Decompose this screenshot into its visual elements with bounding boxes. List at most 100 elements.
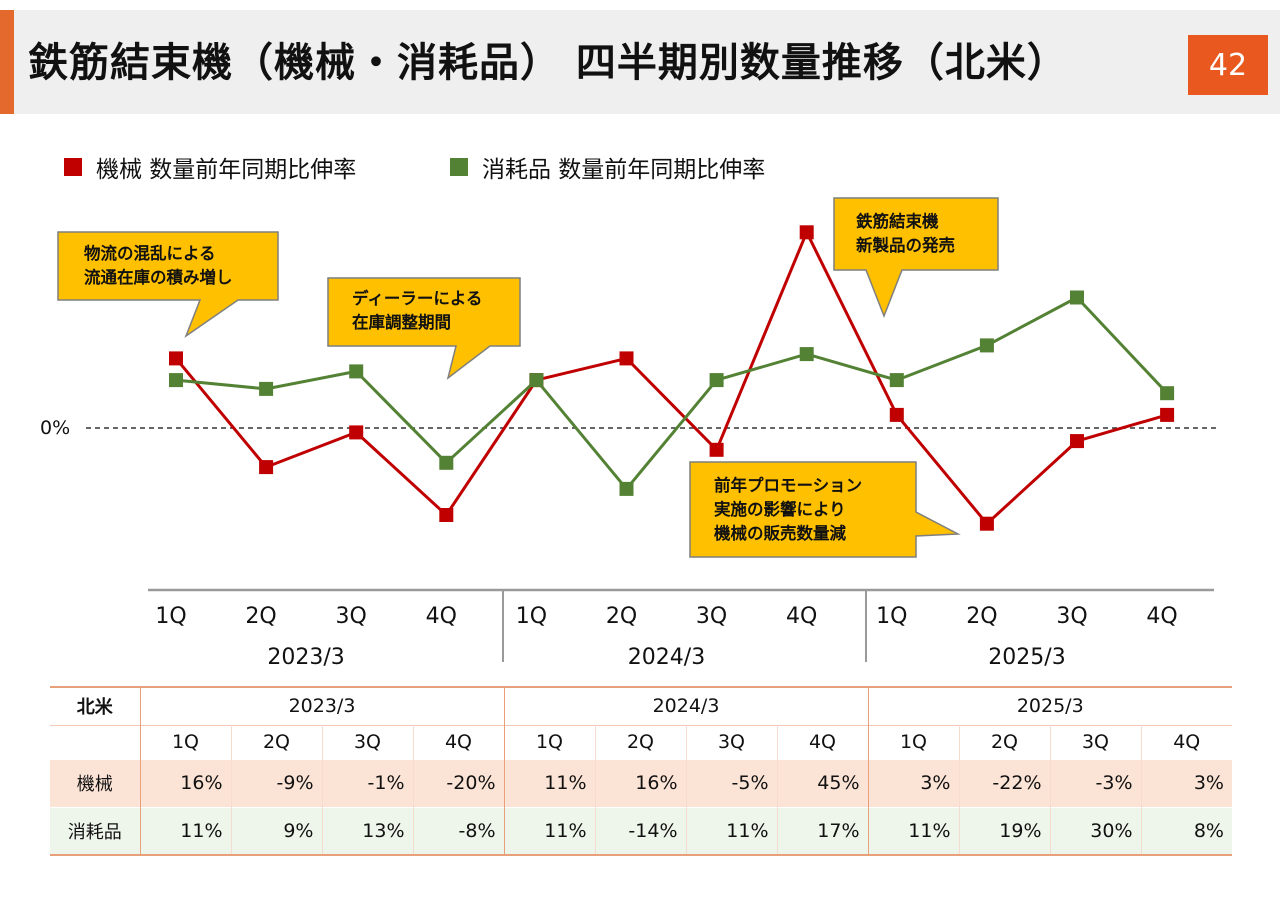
table-cell: 11% bbox=[504, 758, 596, 807]
data-point-consumable bbox=[1160, 386, 1175, 401]
data-point-machine bbox=[709, 442, 724, 457]
data-point-machine bbox=[1160, 407, 1175, 422]
year-group-label: 2023/3 bbox=[267, 645, 344, 670]
quarter-tick-label: 3Q bbox=[336, 604, 367, 629]
quarter-tick-label: 2Q bbox=[966, 604, 997, 629]
quarter-tick-label: 3Q bbox=[1056, 604, 1087, 629]
callout-line: 実施の影響により bbox=[714, 500, 846, 519]
table-cell: 11% bbox=[504, 806, 596, 856]
table-cell bbox=[50, 724, 141, 759]
callout-line: 鉄筋結束機 bbox=[856, 212, 939, 231]
data-point-consumable bbox=[1070, 290, 1084, 305]
table-cell: 11% bbox=[140, 806, 232, 856]
table-cell: 17% bbox=[777, 806, 869, 856]
quarter-tick-label: 4Q bbox=[1146, 604, 1177, 629]
data-point-machine bbox=[619, 351, 634, 366]
table-region-label: 北米 bbox=[50, 686, 141, 725]
series-layer bbox=[169, 225, 1175, 531]
year-group-label: 2025/3 bbox=[988, 645, 1065, 670]
table-cell: -5% bbox=[686, 758, 778, 807]
series-line-machine bbox=[174, 230, 1168, 526]
legend-swatch-consumable bbox=[450, 158, 468, 176]
table-quarter-header: 4Q bbox=[1141, 724, 1232, 759]
data-point-consumable bbox=[709, 373, 724, 388]
table-cell: 11% bbox=[686, 806, 778, 856]
callout-logistics-text: 物流の混乱による 流通在庫の積み増し bbox=[84, 242, 233, 290]
table-quarter-header: 4Q bbox=[413, 724, 505, 759]
table-year-header: 2025/3 bbox=[868, 686, 1232, 725]
callout-line: 在庫調整期間 bbox=[352, 313, 451, 332]
quarter-tick-label: 2Q bbox=[245, 604, 276, 629]
table-cell: 30% bbox=[1050, 806, 1142, 856]
data-point-consumable bbox=[439, 455, 454, 470]
data-point-consumable bbox=[619, 481, 634, 496]
line-chart: 0% 1Q 2Q 3Q 4Q 1Q 2Q 3Q 4Q 1Q 2Q 3Q 4Q 2023/3 2024/3 2… bbox=[40, 197, 1218, 670]
table-year-header: 2024/3 bbox=[504, 686, 869, 725]
data-point-machine bbox=[169, 351, 183, 366]
data-point-machine bbox=[1070, 434, 1084, 449]
table-quarter-header: 4Q bbox=[777, 724, 869, 759]
legend-label-machine: 機械 数量前年同期比伸率 bbox=[96, 157, 357, 183]
table-row-label: 機械 bbox=[50, 758, 141, 807]
data-point-consumable bbox=[529, 373, 544, 388]
data-point-machine bbox=[979, 516, 994, 531]
table-quarter-header: 2Q bbox=[231, 724, 323, 759]
legend-swatch-machine bbox=[64, 158, 82, 176]
table-cell: 16% bbox=[140, 758, 232, 807]
quarter-tick-label: 3Q bbox=[696, 604, 727, 629]
table-cell: 3% bbox=[1141, 758, 1232, 807]
callout-line: 新製品の発売 bbox=[856, 236, 955, 255]
table-cell: -8% bbox=[413, 806, 505, 856]
table-cell: -20% bbox=[413, 758, 505, 807]
table-row-label: 消耗品 bbox=[50, 806, 141, 856]
page-number: 42 bbox=[1188, 35, 1268, 95]
table-cell: 13% bbox=[322, 806, 414, 856]
quarter-tick-label: 1Q bbox=[155, 604, 186, 629]
table-quarter-header: 3Q bbox=[686, 724, 778, 759]
table-cell: 45% bbox=[777, 758, 869, 807]
callout-line: 前年プロモーション bbox=[714, 476, 863, 495]
data-point-machine bbox=[349, 425, 364, 440]
legend-item-machine: 機械 数量前年同期比伸率 bbox=[64, 152, 357, 183]
table-cell: -3% bbox=[1050, 758, 1142, 807]
table-row-machine: 機械 16% -9% -1% -20% 11% 16% -5% 45% 3% -… bbox=[50, 758, 1232, 807]
table-cell: -22% bbox=[959, 758, 1051, 807]
table-cell: -14% bbox=[595, 806, 687, 856]
callout-line: 機械の販売数量減 bbox=[714, 524, 846, 543]
quarter-tick-label: 4Q bbox=[426, 604, 457, 629]
data-point-machine bbox=[799, 225, 814, 240]
callout-dealer bbox=[327, 277, 521, 380]
series-line-consumable bbox=[175, 296, 1169, 491]
title-bar bbox=[0, 10, 1280, 114]
callout-promotion-text: 前年プロモーション 実施の影響により 機械の販売数量減 bbox=[714, 474, 862, 546]
table-cell: 19% bbox=[959, 806, 1051, 856]
table-quarter-header: 2Q bbox=[959, 724, 1051, 759]
table-year-header: 2023/3 bbox=[140, 686, 505, 725]
callout-line: ディーラーによる bbox=[352, 289, 483, 308]
table-quarter-header: 3Q bbox=[322, 724, 414, 759]
callout-new-product bbox=[833, 197, 999, 319]
table-cell: 16% bbox=[595, 758, 687, 807]
data-point-machine bbox=[439, 508, 454, 522]
table-cell: 9% bbox=[231, 806, 323, 856]
table-header-row: 北米 2023/3 2024/3 2025/3 bbox=[50, 686, 1232, 725]
page-title: 鉄筋結束機（機械・消耗品） 四半期別数量推移（北米） bbox=[28, 40, 1068, 86]
callout-new-product-text: 鉄筋結束機 新製品の発売 bbox=[856, 210, 955, 258]
callout-logistics bbox=[57, 231, 279, 339]
table-quarter-header: 1Q bbox=[504, 724, 596, 759]
data-point-machine bbox=[889, 407, 904, 422]
table-quarter-header: 1Q bbox=[868, 724, 960, 759]
callout-promotion bbox=[689, 461, 961, 558]
quarter-tick-label: 2Q bbox=[606, 604, 637, 629]
quarter-tick-label: 4Q bbox=[786, 604, 817, 629]
legend-item-consumable: 消耗品 数量前年同期比伸率 bbox=[450, 152, 766, 183]
callout-dealer-text: ディーラーによる 在庫調整期間 bbox=[352, 287, 482, 335]
data-point-consumable bbox=[349, 364, 364, 379]
table-cell: -1% bbox=[322, 758, 414, 807]
year-group-label: 2024/3 bbox=[628, 645, 705, 670]
callout-line: 流通在庫の積み増し bbox=[84, 268, 233, 287]
table-quarter-header: 1Q bbox=[140, 724, 232, 759]
data-point-consumable bbox=[169, 373, 183, 388]
data-point-consumable bbox=[979, 338, 994, 353]
legend-label-consumable: 消耗品 数量前年同期比伸率 bbox=[482, 157, 766, 183]
